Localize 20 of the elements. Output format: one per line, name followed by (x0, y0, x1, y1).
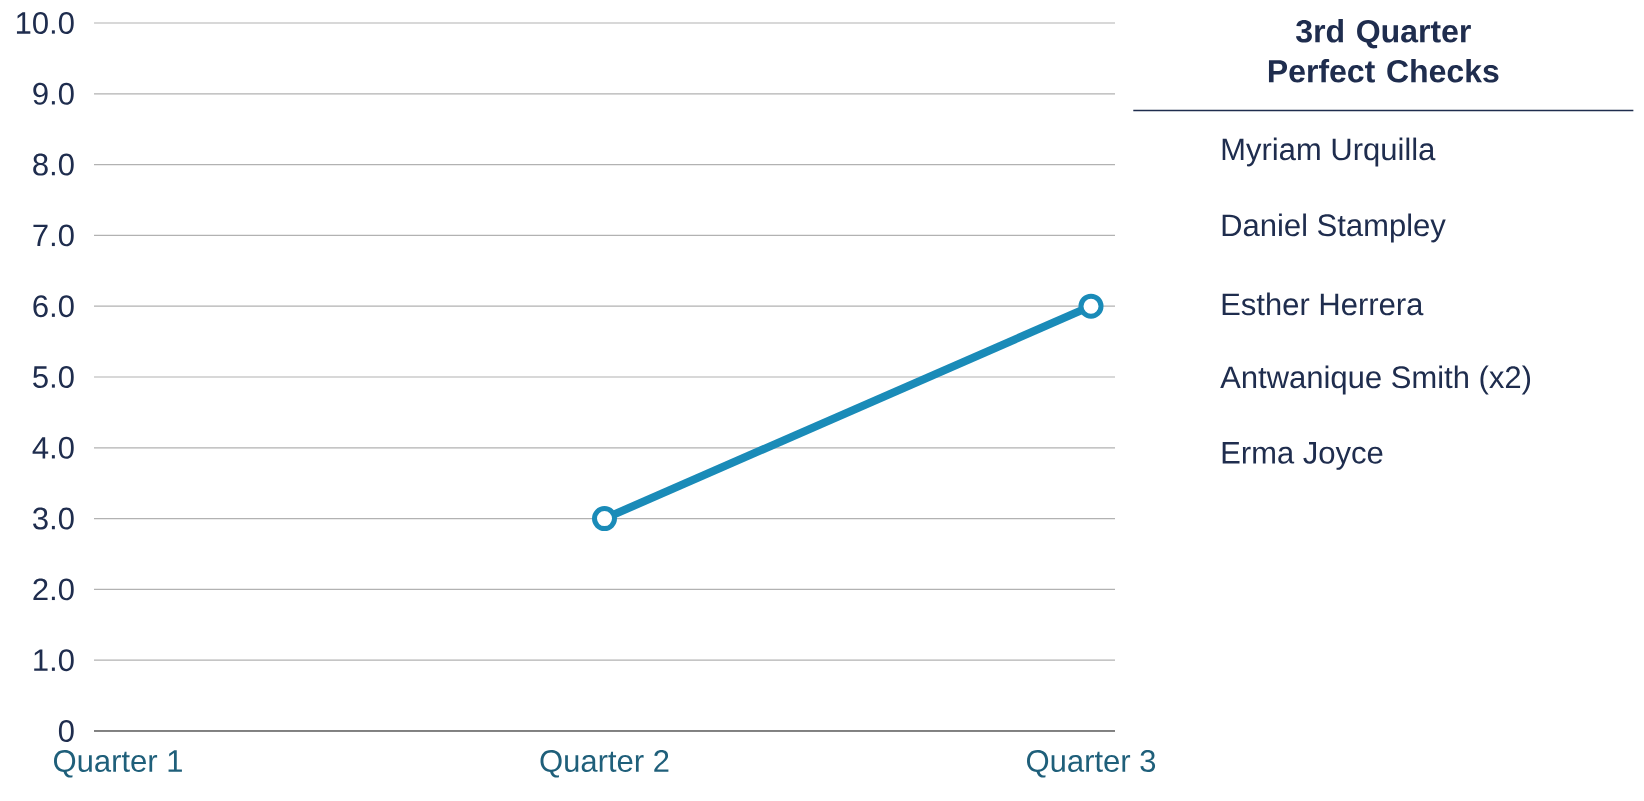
y-tick-label: 5.0 (33, 366, 74, 388)
text: Myriam Urquilla (1222, 137, 1436, 167)
text: Esther Herrera (1222, 292, 1424, 316)
y-tick-label: 1.0 (34, 649, 74, 672)
y-tick-label: 6.0 (33, 295, 74, 318)
x-tick-label: Quarter 1 (54, 750, 182, 778)
y-tick-label: 3.0 (33, 507, 74, 530)
x-tick-label: Quarter 2 (540, 750, 669, 778)
y-tick-label: 8.0 (33, 153, 74, 176)
y-tick-label: 4.0 (32, 436, 74, 459)
x-tick-label: Quarter 3 (1027, 750, 1156, 778)
text: Daniel Stampley (1222, 213, 1446, 243)
text: Antwanique Smith (x2) (1220, 365, 1531, 395)
y-tick-label: 2.0 (33, 578, 74, 601)
y-tick-label: 7.0 (33, 224, 74, 247)
text: 3rd Quarter Perfect Checks (1268, 19, 1499, 83)
text: Erma Joyce (1222, 442, 1383, 470)
y-tick-label: 9.0 (33, 82, 74, 105)
y-tick-label: 0 (58, 720, 74, 742)
y-tick-label: 10.0 (16, 12, 74, 34)
